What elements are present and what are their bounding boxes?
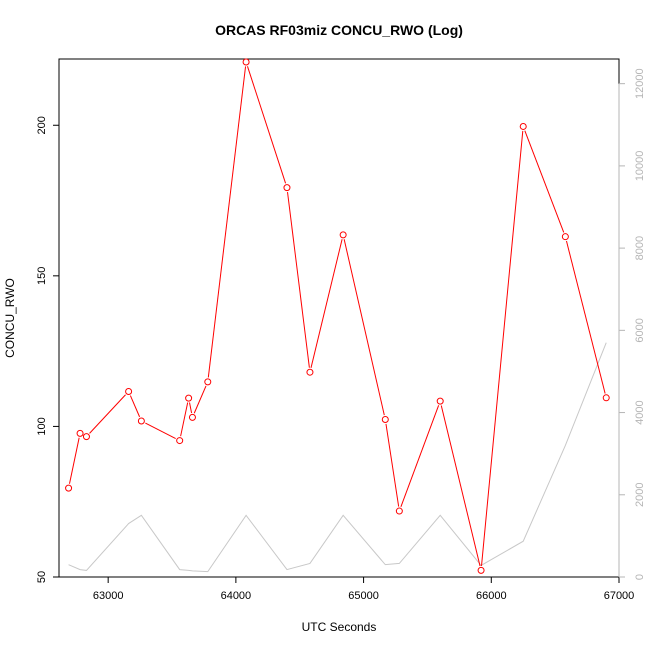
data-point <box>176 437 184 445</box>
chart-title: ORCAS RF03miz CONCU_RWO (Log) <box>215 22 463 38</box>
x-axis-label: UTC Seconds <box>302 620 377 634</box>
y-tick-label: 100 <box>36 417 48 435</box>
data-point <box>188 413 196 421</box>
data-point <box>436 397 444 405</box>
series-line-segment <box>180 402 189 437</box>
data-point <box>395 507 403 515</box>
series-line-segment <box>287 192 310 368</box>
x-tick-label: 64000 <box>221 590 252 602</box>
series-line-segment <box>145 422 176 439</box>
data-point <box>477 566 485 574</box>
right-y-tick-label: 10000 <box>634 151 646 182</box>
series-line-segment <box>481 130 524 566</box>
y-tick-label: 200 <box>36 116 48 134</box>
data-point <box>242 58 250 66</box>
right-y-axis: 0 2000 4000 6000 8000 10000 12000 <box>618 68 646 580</box>
series-line-segment <box>69 437 80 484</box>
data-point <box>76 429 84 437</box>
plot-frame <box>58 58 620 578</box>
y-axis: 50 100 150 200 <box>36 116 60 583</box>
data-point <box>519 122 527 130</box>
series-line-segment <box>207 66 247 378</box>
x-tick-label: 63000 <box>93 590 124 602</box>
series-line-segment <box>89 394 126 434</box>
x-tick-label: 65000 <box>348 590 379 602</box>
series-line-segment <box>524 130 565 233</box>
right-y-tick-label: 12000 <box>634 68 646 99</box>
data-point <box>602 394 610 402</box>
x-tick-label: 67000 <box>604 590 635 602</box>
y-tick-label: 150 <box>36 267 48 285</box>
y-axis-label: CONCU_RWO <box>3 278 17 358</box>
series-line-segment <box>565 240 606 394</box>
y-tick-label: 50 <box>36 571 48 583</box>
data-point <box>204 378 212 386</box>
data-point <box>137 417 145 425</box>
series-line-segment <box>343 239 385 416</box>
series-line-segment <box>129 395 141 418</box>
data-point <box>283 184 291 192</box>
data-point <box>339 231 347 239</box>
data-point <box>306 368 314 376</box>
series-line-segment <box>440 405 481 567</box>
right-y-tick-label: 4000 <box>634 400 646 424</box>
series-line-segment <box>400 405 440 508</box>
data-point <box>82 433 90 441</box>
right-y-tick-label: 0 <box>634 574 646 580</box>
left-axis-series-layer <box>65 58 610 574</box>
data-point <box>125 387 133 395</box>
series-line-segment <box>247 66 287 184</box>
x-tick-label: 66000 <box>476 590 507 602</box>
series-line-segment <box>189 402 193 414</box>
data-point <box>185 394 193 402</box>
right-y-tick-label: 8000 <box>634 236 646 260</box>
series-line <box>68 342 607 573</box>
right-axis-series-layer <box>68 342 607 573</box>
data-point <box>381 415 389 423</box>
x-axis: 63000 64000 65000 66000 67000 <box>93 576 635 602</box>
series-line-segment <box>385 423 400 507</box>
right-y-tick-label: 6000 <box>634 318 646 342</box>
data-point <box>561 233 569 241</box>
right-y-tick-label: 2000 <box>634 483 646 507</box>
series-line-segment <box>310 239 343 368</box>
data-point <box>65 484 73 492</box>
series-line-segment <box>193 385 207 414</box>
